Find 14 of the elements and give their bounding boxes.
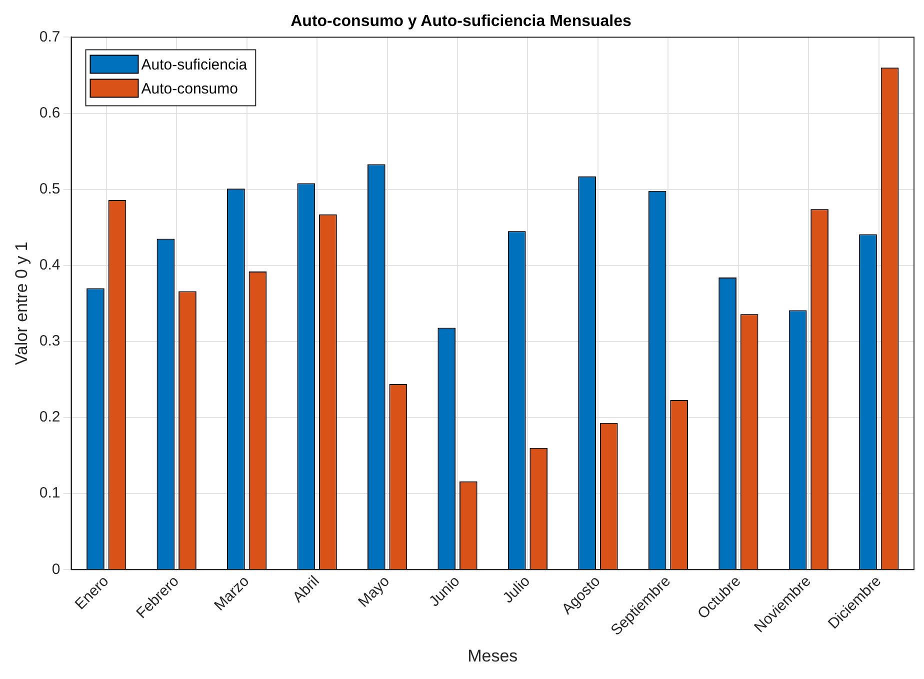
y-tick-label: 0.7 — [39, 28, 60, 46]
chart-title: Auto-consumo y Auto-suficiencia Mensuales — [290, 13, 632, 30]
y-tick-label: 0.5 — [39, 180, 60, 198]
legend-label: Auto-consumo — [141, 80, 238, 98]
y-tick-label: 0.4 — [39, 256, 60, 274]
x-tick-label: Julio — [500, 572, 534, 607]
x-axis-title: Meses — [468, 646, 518, 666]
y-tick-label: 0 — [52, 560, 60, 578]
y-tick-label: 0.1 — [39, 484, 60, 502]
y-axis-title: Valor entre 0 y 1 — [12, 242, 31, 366]
y-tick-label: 0.3 — [39, 332, 60, 350]
y-tick-label: 0.6 — [39, 104, 60, 122]
y-tick-label: 0.2 — [39, 408, 60, 426]
legend-label: Auto-suficiencia — [141, 56, 248, 74]
